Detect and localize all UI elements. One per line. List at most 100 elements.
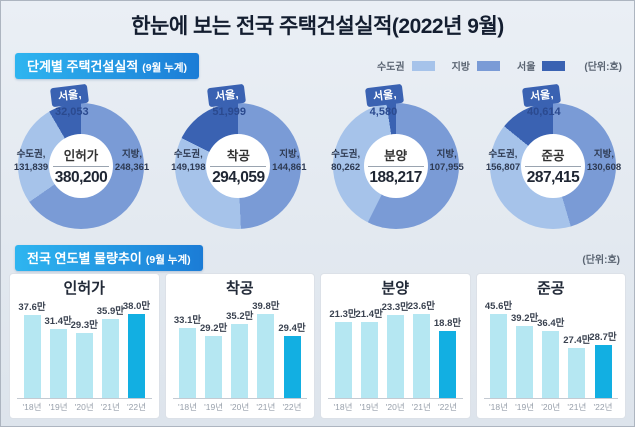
bar — [231, 324, 249, 398]
bar-column-'22년: 29.4만 — [278, 320, 306, 398]
donut-ring: 착공 294,059 — [175, 103, 302, 229]
seoul-segment-value: 4,580 — [369, 106, 398, 118]
year-label: '20년 — [230, 402, 250, 412]
donut-title: 인허가 — [63, 149, 99, 163]
bar-column-'20년: 23.3만 — [382, 299, 409, 398]
year-label: '22년 — [593, 402, 613, 412]
bar — [179, 328, 196, 398]
donut-chart-인허가: 서울, 32,053 인허가 380,200 수도권, 131,839 지방, 248,361 — [5, 83, 160, 239]
bar-value-label: 35.2만 — [226, 311, 254, 322]
unit-label: (단위:호) — [582, 255, 620, 266]
jibang-segment-label: 지방, 107,955 — [419, 149, 475, 175]
bar-chart-분양: 분양 21.3만 21.4만 23.3만 23.6만 18.8만 '18년 '19년 '20년 '… — [320, 273, 471, 419]
segment-name: 수도권, — [488, 149, 518, 160]
donut-divider — [53, 166, 109, 167]
seoul-segment-value: 40,614 — [526, 106, 561, 118]
jibang-segment-label: 지방, 144,861 — [261, 149, 317, 175]
segment-value: 156,807 — [485, 161, 521, 173]
bar-column-'20년: 29.3만 — [70, 317, 98, 398]
seoul-segment-value: 32,053 — [55, 106, 89, 118]
legend-swatch-지방 — [477, 60, 500, 71]
donut-total-value: 287,415 — [526, 169, 580, 186]
bar-column-'18년: 45.6만 — [485, 298, 512, 398]
donut-ring: 분양 188,217 — [332, 103, 459, 229]
year-axis: '18년 '19년 '20년 '21년 '22년 — [328, 399, 463, 413]
jibang-segment-label: 지방, 248,361 — [104, 149, 160, 175]
stage-section-header: 단계별 주택건설실적 (9월 누계) — [15, 53, 199, 79]
bar — [128, 314, 145, 398]
bar-value-label: 39.8만 — [252, 301, 280, 312]
bar-column-'21년: 27.4만 — [563, 332, 591, 398]
year-label: '22년 — [282, 402, 302, 412]
bar-column-'22년: 28.7만 — [589, 329, 617, 398]
year-axis: '18년 '19년 '20년 '21년 '22년 — [173, 399, 308, 413]
segment-value: 144,861 — [272, 161, 307, 173]
bar — [75, 333, 93, 398]
bar-chart-착공: 착공 33.1만 29.2만 35.2만 39.8만 29.4만 '18년 '19년 '20년 '… — [164, 273, 315, 419]
bars-area: 45.6만 39.2만 36.4만 27.4만 28.7만 — [483, 297, 618, 399]
donut-chart-분양: 서울, 4,580 분양 188,217 수도권, 80,262 지방, 107,955 — [318, 83, 475, 239]
bar — [412, 314, 430, 398]
donut-total-value: 188,217 — [369, 169, 422, 186]
sudogwon-segment-label: 수도권, 80,262 — [318, 149, 374, 175]
bar — [205, 336, 223, 398]
donut-center: 착공 294,059 — [206, 134, 271, 198]
year-label: '21년 — [567, 402, 587, 412]
bar — [49, 329, 67, 398]
year-label: '19년 — [48, 402, 68, 412]
bar — [386, 315, 404, 398]
stage-section-title: 단계별 주택건설실적 — [27, 59, 139, 74]
bar-value-label: 27.4만 — [563, 335, 591, 346]
segment-value: 80,262 — [331, 161, 361, 173]
page-title: 한눈에 보는 전국 주택건설실적(2022년 9월) — [131, 15, 504, 38]
bar — [516, 326, 534, 398]
year-label: '21년 — [100, 402, 120, 412]
segment-value: 107,955 — [429, 161, 464, 173]
bars-area: 33.1만 29.2만 35.2만 39.8만 29.4만 — [172, 297, 307, 399]
year-label: '19년 — [515, 402, 535, 412]
bar-column-'21년: 23.6만 — [408, 298, 435, 398]
legend: 수도권 지방 서울 (단위:호) — [377, 58, 622, 73]
bar-value-label: 29.3만 — [70, 320, 98, 331]
bar-value-label: 35.9만 — [96, 306, 124, 317]
bar — [542, 331, 560, 398]
bar-column-'22년: 18.8만 — [434, 315, 461, 398]
donut-chart-준공: 서울, 40,614 준공 287,415 수도권, 156,807 지방, 130,608 — [475, 83, 630, 239]
year-label: '22년 — [438, 402, 457, 412]
year-label: '20년 — [385, 402, 405, 412]
bar-column-'19년: 29.2만 — [200, 320, 227, 398]
bar — [283, 336, 301, 398]
year-label: '18년 — [178, 402, 197, 412]
bar-value-label: 31.4만 — [44, 316, 72, 327]
segment-name: 수도권, — [173, 149, 203, 160]
segment-name: 지방, — [279, 149, 300, 160]
year-label: '18년 — [333, 402, 353, 412]
bar — [334, 322, 352, 398]
trend-section-subtitle: (9월 누계) — [145, 254, 191, 266]
bar — [101, 319, 119, 398]
donut-divider — [524, 166, 581, 167]
sudogwon-segment-label: 수도권, 149,198 — [160, 149, 216, 175]
bar-column-'19년: 39.2만 — [511, 310, 538, 398]
year-label: '19년 — [359, 402, 379, 412]
legend-swatch-서울 — [542, 60, 566, 71]
donut-total-value: 380,200 — [54, 169, 108, 186]
bar-column-'19년: 21.4만 — [355, 306, 383, 398]
segment-name: 수도권, — [16, 149, 46, 160]
bar-column-'21년: 35.9만 — [96, 303, 124, 398]
bar-value-label: 21.4만 — [355, 309, 383, 320]
bar-chart-title: 인허가 — [63, 280, 105, 297]
segment-value: 131,839 — [13, 161, 49, 173]
segment-value: 130,608 — [586, 161, 622, 173]
donut-title: 착공 — [226, 149, 250, 163]
bar-column-'22년: 38.0만 — [123, 298, 150, 398]
sudogwon-segment-label: 수도권, 156,807 — [475, 149, 531, 175]
donut-center: 인허가 380,200 — [49, 134, 113, 198]
bars-area: 37.6만 31.4만 29.3만 35.9만 38.0만 — [17, 297, 152, 399]
bar-column-'18년: 37.6만 — [18, 299, 46, 398]
bar-value-label: 33.1만 — [173, 315, 202, 326]
bar-column-'18년: 33.1만 — [173, 312, 202, 398]
donut-center: 준공 287,415 — [520, 134, 585, 198]
year-label: '21년 — [256, 402, 276, 412]
